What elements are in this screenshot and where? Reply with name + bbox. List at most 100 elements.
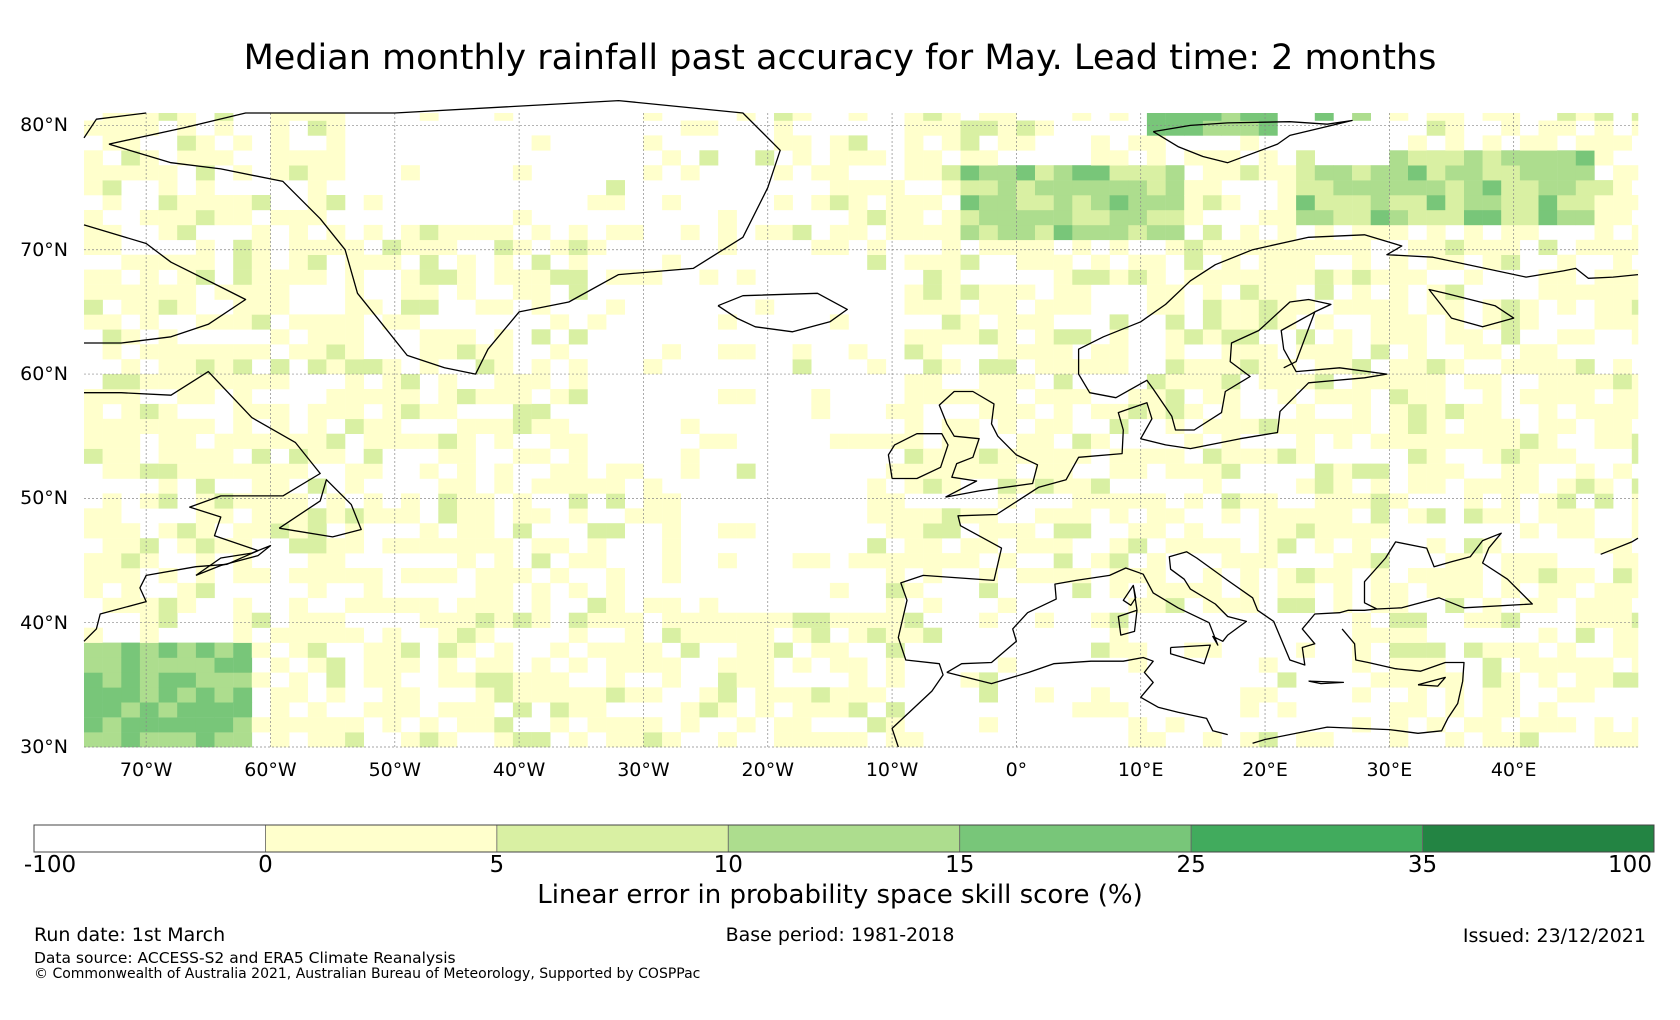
skill-cell (531, 374, 551, 390)
colorbar-segment (959, 824, 1192, 853)
skill-cell (606, 597, 625, 613)
skill-cell (904, 418, 924, 434)
skill-cell (494, 389, 514, 405)
skill-cell (289, 687, 308, 703)
skill-cell (1445, 403, 1465, 420)
skill-cell (512, 269, 532, 285)
skill-cell (195, 210, 215, 226)
skill-cell (1184, 374, 1204, 390)
skill-cell (792, 717, 812, 733)
skill-cell (1613, 627, 1632, 643)
skill-cell (1277, 523, 1297, 539)
skill-cell (1594, 299, 1614, 315)
skill-cell (1296, 478, 1315, 494)
skill-cell (1445, 597, 1465, 613)
skill-cell (1165, 359, 1185, 375)
skill-cell (550, 568, 570, 584)
skill-cell (1221, 254, 1241, 270)
skill-cell (512, 210, 532, 226)
skill-cell (1277, 374, 1297, 390)
skill-cell (1501, 418, 1521, 434)
skill-cell (1109, 329, 1129, 345)
skill-cell (401, 314, 420, 330)
skill-cell (251, 344, 271, 360)
skill-cell (979, 389, 998, 405)
skill-cell (158, 299, 178, 315)
skill-cell (177, 687, 197, 703)
skill-cell (494, 717, 514, 733)
skill-cell (1109, 165, 1129, 181)
skill-cell (345, 239, 364, 255)
skill-cell (363, 657, 383, 673)
skill-cell (270, 113, 290, 121)
skill-cell (587, 239, 607, 255)
skill-cell (829, 224, 849, 241)
skill-cell (438, 403, 458, 420)
skill-cell (233, 717, 253, 733)
skill-cell (419, 463, 439, 479)
skill-cell (195, 582, 215, 599)
skill-cell (177, 418, 197, 434)
skill-cell (811, 239, 831, 255)
skill-cell (1445, 433, 1465, 449)
skill-cell (662, 195, 681, 211)
skill-cell (1091, 269, 1110, 285)
skill-cell (438, 344, 458, 360)
skill-cell (997, 195, 1017, 211)
coastline-greenland (108, 99, 781, 375)
chart-title: Median monthly rainfall past accuracy fo… (243, 38, 1437, 78)
skill-cell (1557, 374, 1577, 390)
skill-cell (1333, 508, 1353, 524)
skill-cell (84, 284, 103, 300)
skill-cell (1613, 463, 1632, 479)
skill-cell (1613, 299, 1632, 315)
skill-cell (1389, 150, 1409, 166)
skill-cell (1575, 612, 1595, 628)
skill-cell (1221, 329, 1241, 345)
skill-cell (867, 553, 887, 569)
skill-cell (811, 553, 831, 569)
skill-cell (867, 717, 887, 733)
skill-cell (568, 582, 588, 599)
skill-cell (1296, 210, 1315, 226)
skill-cell (512, 687, 532, 703)
skill-cell (1109, 582, 1129, 599)
skill-cell (401, 389, 420, 405)
skill-cell (1557, 717, 1577, 733)
skill-cell (289, 642, 308, 658)
skill-cell (1053, 284, 1073, 300)
skill-cell (979, 120, 998, 136)
skill-cell (979, 224, 998, 241)
skill-cell (1091, 553, 1110, 569)
skill-cell (177, 582, 197, 599)
skill-cell (1184, 359, 1204, 375)
skill-cell (1184, 195, 1204, 211)
skill-cell (233, 523, 253, 539)
skill-cell (1258, 120, 1278, 136)
skill-cell (606, 269, 625, 285)
skill-cell (139, 463, 159, 479)
skill-cell (1016, 239, 1036, 255)
skill-cell (363, 463, 383, 479)
skill-cell (1202, 299, 1222, 315)
skill-cell (792, 113, 812, 121)
longitude-label: 70°W (119, 759, 173, 781)
skill-cell (1258, 538, 1278, 554)
skill-cell (1165, 582, 1185, 599)
skill-cell (1016, 135, 1036, 151)
skill-cell (1519, 463, 1539, 479)
skill-cell (84, 314, 103, 330)
skill-cell (979, 329, 998, 345)
skill-cell (158, 702, 178, 718)
skill-cell (233, 672, 253, 688)
skill-cell (997, 210, 1017, 226)
skill-cell (401, 642, 420, 658)
skill-cell (401, 508, 420, 524)
skill-cell (1352, 538, 1371, 554)
skill-cell (1035, 612, 1054, 628)
skill-cell (662, 538, 681, 554)
skill-cell (1146, 493, 1166, 509)
skill-cell (1482, 687, 1502, 703)
skill-cell (1557, 657, 1577, 673)
skill-cell (885, 553, 905, 569)
